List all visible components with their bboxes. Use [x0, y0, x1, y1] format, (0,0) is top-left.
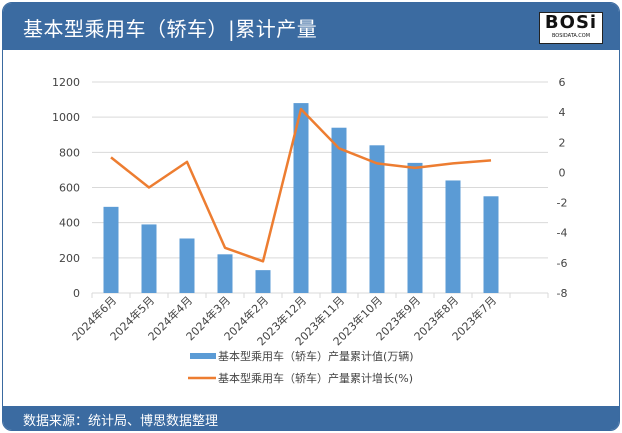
bar — [103, 206, 119, 293]
bar — [255, 270, 271, 293]
legend-bar-label: 基本型乘用车（轿车）产量累计值(万辆) — [218, 349, 414, 363]
left-tick-label: 1000 — [52, 111, 80, 124]
bar — [179, 238, 195, 293]
bar — [331, 127, 347, 293]
right-tick-label: -4 — [557, 227, 568, 240]
left-tick-label: 0 — [73, 287, 80, 300]
right-tick-label: 4 — [559, 106, 566, 119]
bar — [445, 180, 461, 293]
footer-bar: 数据来源：统计局、博思数据整理 — [3, 406, 619, 430]
logo-subtext: BOSIDATA.COM — [551, 33, 591, 39]
logo-text: BOSi — [544, 12, 598, 33]
left-tick-label: 800 — [59, 146, 80, 159]
bar — [369, 145, 385, 293]
header-bar: 基本型乘用车（轿车）|累计产量 BOSi BOSIDATA.COM — [3, 3, 619, 50]
right-tick-label: -2 — [557, 197, 568, 210]
right-tick-label: 0 — [559, 166, 566, 179]
bar — [217, 254, 233, 293]
left-tick-label: 400 — [59, 217, 80, 230]
left-tick-label: 200 — [59, 252, 80, 265]
left-tick-label: 1200 — [52, 76, 80, 89]
right-tick-label: -6 — [557, 257, 568, 270]
left-tick-label: 600 — [59, 182, 80, 195]
data-source: 数据来源：统计局、博思数据整理 — [23, 414, 219, 429]
bar — [407, 162, 423, 293]
right-tick-label: -8 — [557, 287, 568, 300]
bar — [293, 103, 309, 293]
legend-line-label: 基本型乘用车（轿车）产量累计增长(%) — [218, 371, 413, 385]
right-tick-label: 2 — [559, 136, 566, 149]
bar — [483, 196, 499, 293]
bosi-logo: BOSi BOSIDATA.COM — [539, 12, 603, 44]
page-title: 基本型乘用车（轿车）|累计产量 — [23, 17, 318, 41]
right-tick-label: 6 — [559, 76, 566, 89]
bar — [141, 224, 157, 293]
legend-bar-swatch — [190, 353, 216, 359]
